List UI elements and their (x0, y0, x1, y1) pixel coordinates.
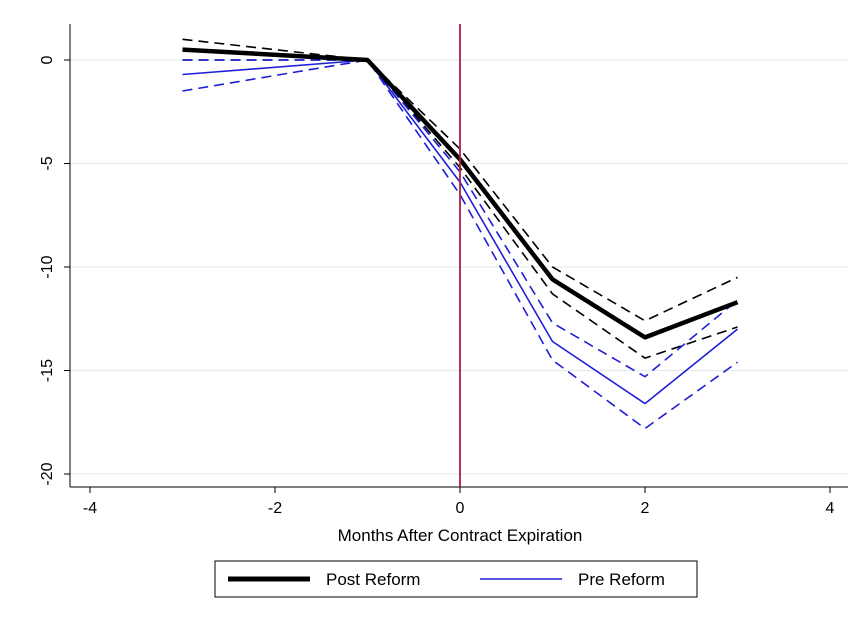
x-tick-label: 0 (456, 500, 465, 517)
x-tick-label: -2 (268, 500, 282, 517)
x-axis-title: Months After Contract Expiration (338, 526, 583, 545)
legend-label-pre-reform: Pre Reform (578, 570, 665, 589)
y-tick-label: -5 (39, 156, 56, 170)
series-line-post-reform (182, 47, 739, 340)
x-tick-label: 2 (641, 500, 650, 517)
y-tick-label: -15 (39, 359, 56, 382)
series-line-pre-reform (182, 59, 739, 405)
legend-label-post-reform: Post Reform (326, 570, 420, 589)
y-tick-label: 0 (39, 55, 56, 64)
ci-lower-line-1 (182, 59, 738, 430)
x-tick-label: -4 (83, 500, 97, 517)
ci-upper-line-0 (182, 38, 738, 322)
ci-lower-line-0 (182, 59, 738, 359)
plot-area (70, 24, 848, 487)
y-tick-label: -10 (39, 255, 56, 278)
y-tick-label: -20 (39, 462, 56, 485)
ci-upper-line-1 (182, 59, 739, 378)
x-tick-label: 4 (826, 500, 835, 517)
